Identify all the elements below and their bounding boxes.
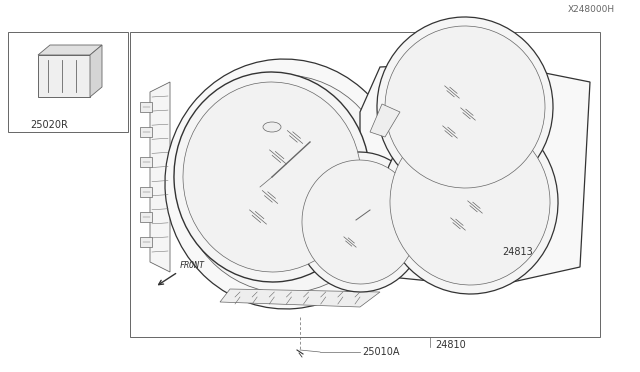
Ellipse shape [302,160,418,284]
Text: X248000H: X248000H [568,5,615,14]
Ellipse shape [382,110,558,294]
Text: 25020R: 25020R [30,120,68,130]
Ellipse shape [165,59,405,309]
Polygon shape [140,102,152,112]
Polygon shape [150,82,170,272]
Polygon shape [370,104,400,137]
Ellipse shape [183,82,361,272]
Text: FRONT: FRONT [180,261,205,270]
Ellipse shape [390,119,550,285]
Bar [8,32,128,132]
Ellipse shape [180,75,390,293]
Polygon shape [140,127,152,137]
Text: 24810: 24810 [435,340,466,350]
Polygon shape [140,212,152,222]
Bar [38,55,90,97]
Polygon shape [90,45,102,97]
Polygon shape [38,45,102,55]
Polygon shape [140,237,152,247]
Text: 25010A: 25010A [362,347,399,357]
Polygon shape [140,157,152,167]
Polygon shape [220,289,380,307]
Ellipse shape [174,72,370,282]
Text: 24813: 24813 [502,247,532,257]
Ellipse shape [377,17,553,197]
Bar [130,32,600,337]
Ellipse shape [263,122,281,132]
Polygon shape [360,62,590,287]
Ellipse shape [295,152,425,292]
Polygon shape [140,187,152,197]
Ellipse shape [385,26,545,188]
